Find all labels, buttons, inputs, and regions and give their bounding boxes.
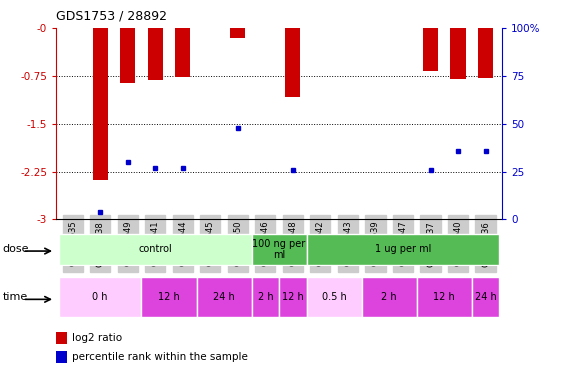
Bar xyxy=(251,277,279,318)
Bar xyxy=(307,234,499,265)
Bar xyxy=(196,277,251,318)
Text: percentile rank within the sample: percentile rank within the sample xyxy=(72,352,248,362)
Bar xyxy=(230,28,245,38)
Bar xyxy=(120,28,135,83)
Text: 100 ng per
ml: 100 ng per ml xyxy=(252,238,306,260)
Text: 0.5 h: 0.5 h xyxy=(322,292,347,302)
Bar xyxy=(417,277,472,318)
Text: log2 ratio: log2 ratio xyxy=(72,333,122,343)
Text: 12 h: 12 h xyxy=(158,292,180,302)
Text: time: time xyxy=(3,292,28,302)
Bar xyxy=(286,28,301,97)
Text: control: control xyxy=(139,244,172,254)
Bar xyxy=(59,277,141,318)
Bar xyxy=(279,277,307,318)
Text: 2 h: 2 h xyxy=(257,292,273,302)
Text: 12 h: 12 h xyxy=(434,292,455,302)
Bar xyxy=(141,277,196,318)
Bar xyxy=(478,28,493,78)
Bar xyxy=(362,277,417,318)
Bar xyxy=(423,28,438,72)
Bar xyxy=(148,28,163,80)
Text: 24 h: 24 h xyxy=(475,292,496,302)
Text: 12 h: 12 h xyxy=(282,292,304,302)
Bar xyxy=(93,28,108,180)
Text: dose: dose xyxy=(3,244,29,254)
Bar xyxy=(175,28,190,77)
Text: GDS1753 / 28892: GDS1753 / 28892 xyxy=(56,9,167,22)
Bar xyxy=(56,351,67,363)
Text: 24 h: 24 h xyxy=(213,292,235,302)
Bar xyxy=(56,332,67,344)
Bar xyxy=(472,277,499,318)
Text: 1 ug per ml: 1 ug per ml xyxy=(375,244,431,254)
Bar xyxy=(59,234,251,265)
Bar xyxy=(450,28,466,79)
Text: 0 h: 0 h xyxy=(93,292,108,302)
Bar xyxy=(251,234,307,265)
Text: 2 h: 2 h xyxy=(381,292,397,302)
Bar xyxy=(307,277,362,318)
